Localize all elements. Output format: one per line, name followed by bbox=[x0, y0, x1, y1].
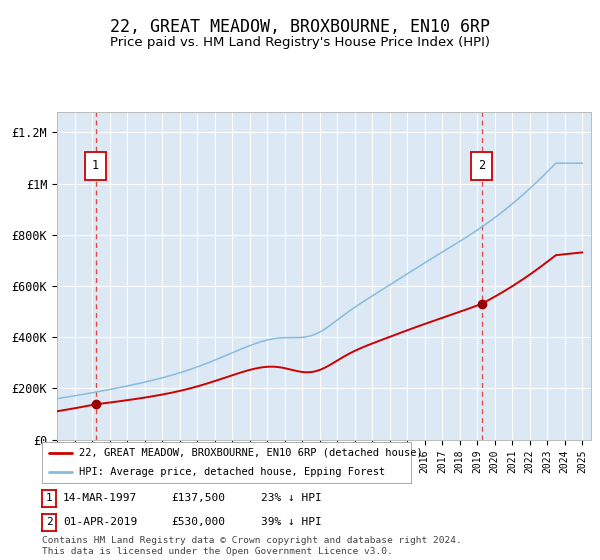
Text: Price paid vs. HM Land Registry's House Price Index (HPI): Price paid vs. HM Land Registry's House … bbox=[110, 36, 490, 49]
FancyBboxPatch shape bbox=[85, 152, 106, 180]
Text: 2: 2 bbox=[46, 517, 53, 528]
Text: HPI: Average price, detached house, Epping Forest: HPI: Average price, detached house, Eppi… bbox=[79, 467, 385, 477]
Text: 2: 2 bbox=[478, 159, 485, 172]
Text: 39% ↓ HPI: 39% ↓ HPI bbox=[261, 517, 322, 528]
Text: 22, GREAT MEADOW, BROXBOURNE, EN10 6RP: 22, GREAT MEADOW, BROXBOURNE, EN10 6RP bbox=[110, 18, 490, 36]
Text: £137,500: £137,500 bbox=[171, 493, 225, 503]
Text: 23% ↓ HPI: 23% ↓ HPI bbox=[261, 493, 322, 503]
Text: 01-APR-2019: 01-APR-2019 bbox=[63, 517, 137, 528]
Text: 1: 1 bbox=[46, 493, 53, 503]
Text: Contains HM Land Registry data © Crown copyright and database right 2024.
This d: Contains HM Land Registry data © Crown c… bbox=[42, 536, 462, 556]
Text: 22, GREAT MEADOW, BROXBOURNE, EN10 6RP (detached house): 22, GREAT MEADOW, BROXBOURNE, EN10 6RP (… bbox=[79, 448, 422, 458]
Text: £530,000: £530,000 bbox=[171, 517, 225, 528]
FancyBboxPatch shape bbox=[471, 152, 492, 180]
Text: 14-MAR-1997: 14-MAR-1997 bbox=[63, 493, 137, 503]
Text: 1: 1 bbox=[92, 159, 99, 172]
